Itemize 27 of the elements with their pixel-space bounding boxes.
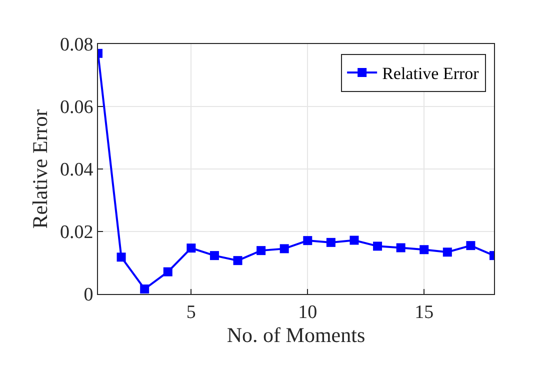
x-tick-label: 15 (414, 302, 434, 323)
point (466, 241, 476, 250)
point (420, 245, 429, 254)
point (373, 242, 382, 251)
x-tick-label: 5 (186, 302, 196, 323)
y-tick-label: 0 (84, 284, 94, 306)
point (163, 267, 172, 276)
y-tick-label: 0.04 (60, 160, 94, 181)
point (186, 244, 196, 253)
point (256, 246, 266, 256)
y-tick-label: 0.06 (60, 97, 94, 118)
point (396, 243, 406, 252)
point (140, 284, 150, 294)
point (326, 238, 336, 247)
point (442, 248, 452, 257)
y-axis-title: Relative Error (28, 109, 52, 229)
legend-label: Relative Error (382, 64, 480, 84)
x-axis-title: No. of Moments (226, 322, 366, 347)
point (280, 244, 289, 254)
point (233, 256, 242, 266)
x-tick-label: 10 (298, 302, 318, 323)
y-tick-label: 0.08 (60, 34, 94, 56)
point (350, 236, 359, 245)
point (210, 251, 219, 260)
point (303, 236, 312, 246)
y-tick-label: 0.02 (60, 222, 94, 244)
point (116, 252, 126, 262)
